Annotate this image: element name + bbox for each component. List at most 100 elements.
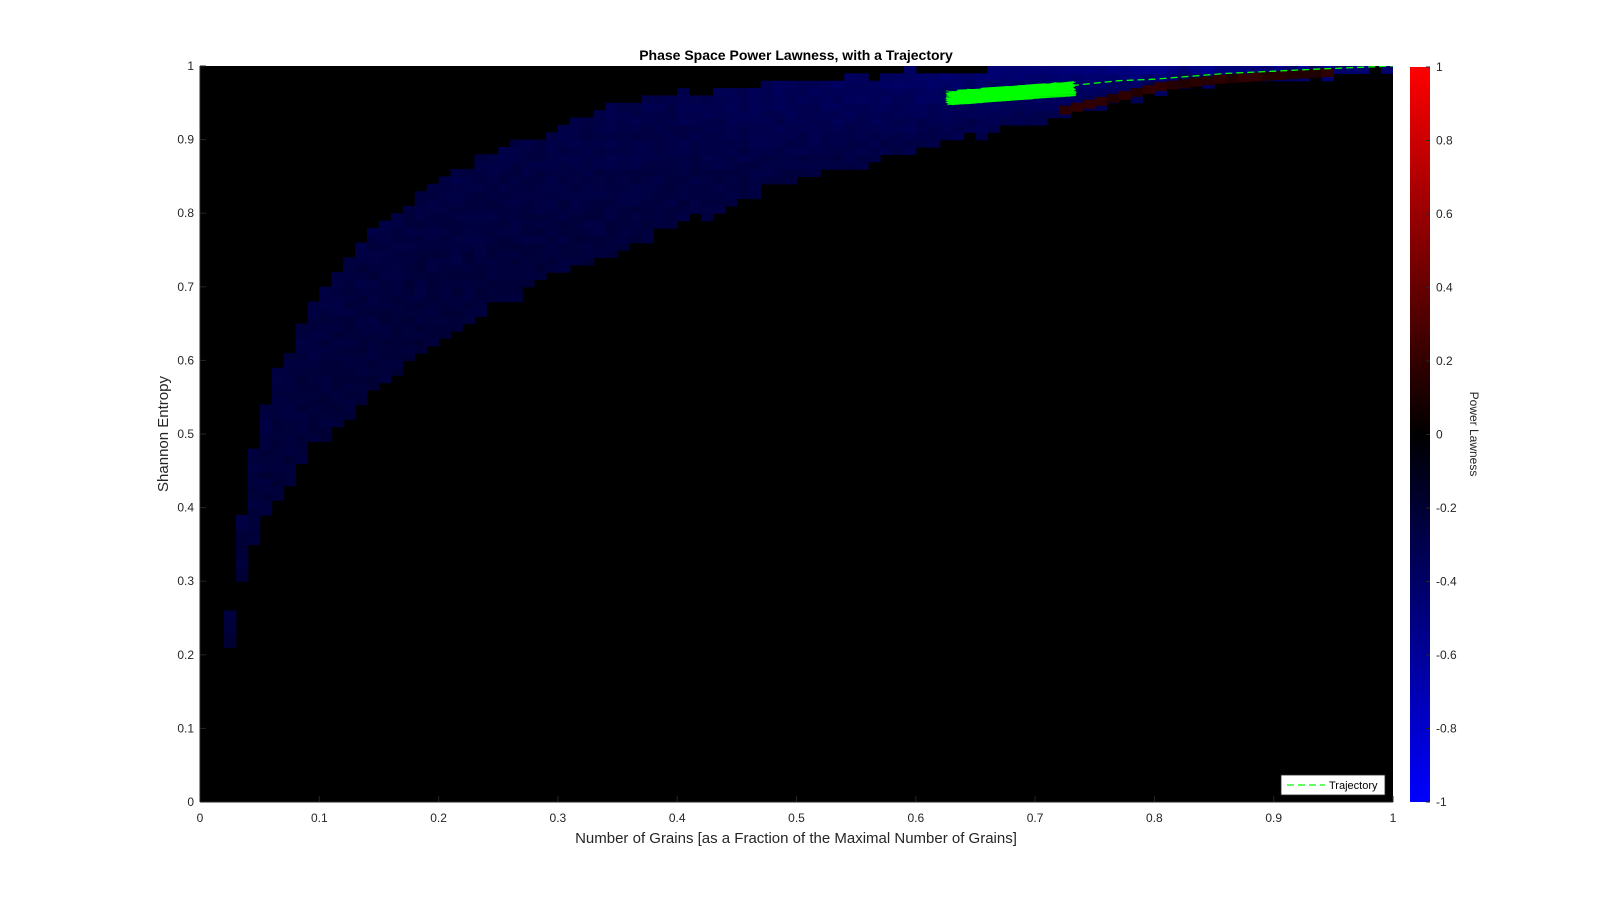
heatmap-cell [295,397,308,405]
heatmap-cell [331,375,344,383]
heatmap-cell [570,213,583,221]
heatmap-cell [355,272,368,280]
heatmap-cell [1035,73,1048,81]
heatmap-cell [331,412,344,420]
heatmap-cell [761,118,774,126]
heatmap-cell [343,302,356,310]
heatmap-cell [451,243,464,251]
heatmap-cell [498,287,511,295]
heatmap-cell [689,162,702,170]
heatmap-cell [415,243,428,251]
heatmap-cell [737,147,750,155]
heatmap-cell [641,110,654,118]
heatmap-cell [284,434,297,442]
heatmap-cell [1011,110,1024,118]
heatmap-cell [224,611,237,619]
heatmap-cell [856,81,869,89]
x-tick-label: 0 [197,811,204,825]
heatmap-cell [367,243,380,251]
heatmap-cell [653,118,666,126]
heatmap-cell [415,191,428,199]
heatmap-cell [403,272,416,280]
heatmap-cell [618,206,631,214]
colorbar-tick-label: 1 [1436,60,1443,74]
y-tick-label: 0.7 [177,280,194,294]
heatmap-cell [653,169,666,177]
heatmap-cell [534,176,547,184]
heatmap-cell [808,132,821,140]
heatmap-cell [677,88,690,96]
heatmap-cell [451,198,464,206]
heatmap-cell [653,95,666,103]
heatmap-cell [343,412,356,420]
heatmap-cell [1083,73,1096,81]
heatmap-cell [737,118,750,126]
heatmap-cell [618,221,631,229]
heatmap-cell [999,66,1012,74]
heatmap-cell [486,169,499,177]
heatmap-cell [1202,66,1215,74]
heatmap-cell [307,316,320,324]
heatmap-cell [916,118,929,126]
heatmap-cell [713,184,726,192]
heatmap-cell [546,265,559,273]
heatmap-cell [307,309,320,317]
colorbar-tick-label: 0.8 [1436,134,1453,148]
heatmap-cell [403,302,416,310]
heatmap-cell [892,103,905,111]
heatmap-cell [940,125,953,133]
heatmap-cell [415,338,428,346]
heatmap-cell [582,184,595,192]
heatmap-cell [498,257,511,265]
heatmap-cell [677,184,690,192]
heatmap-cell [904,147,917,155]
heatmap-cell [451,257,464,265]
heatmap-cell [260,427,273,435]
heatmap-cell [391,360,404,368]
heatmap-cell [629,169,642,177]
heatmap-cell [594,191,607,199]
heatmap-cell [534,221,547,229]
heatmap-cell-positive [1274,71,1287,80]
heatmap-cell [618,176,631,184]
heatmap-cell [785,176,798,184]
heatmap-cell [284,375,297,383]
heatmap-cell [343,360,356,368]
heatmap-cell [284,427,297,435]
heatmap-cell [379,250,392,258]
heatmap-cell [749,103,762,111]
heatmap-cell [427,302,440,310]
heatmap-cell [797,88,810,96]
heatmap-cell [272,412,285,420]
x-tick-label: 0.7 [1027,811,1044,825]
heatmap-cell [665,140,678,148]
heatmap-cell [415,198,428,206]
heatmap-cell [474,213,487,221]
heatmap-cell [295,368,308,376]
heatmap-cell [1059,66,1072,74]
heatmap-cell [964,81,977,89]
heatmap-cell [785,103,798,111]
heatmap-cell [689,118,702,126]
heatmap-cell [558,125,571,133]
heatmap-cell [462,176,475,184]
heatmap-cell [701,132,714,140]
heatmap-cell [606,162,619,170]
heatmap-cell [773,132,786,140]
heatmap-cell [892,95,905,103]
heatmap-cell [474,257,487,265]
heatmap-cell [797,154,810,162]
heatmap-cell [367,375,380,383]
heatmap-cell [713,169,726,177]
heatmap-cell [1298,59,1311,67]
heatmap-cell [749,176,762,184]
heatmap-cell [272,434,285,442]
heatmap-cell [522,154,535,162]
heatmap-cell [677,154,690,162]
heatmap-cell [462,250,475,258]
heatmap-cell [248,500,261,508]
heatmap-cell [319,309,332,317]
heatmap-cell [391,265,404,273]
heatmap-cell [355,390,368,398]
